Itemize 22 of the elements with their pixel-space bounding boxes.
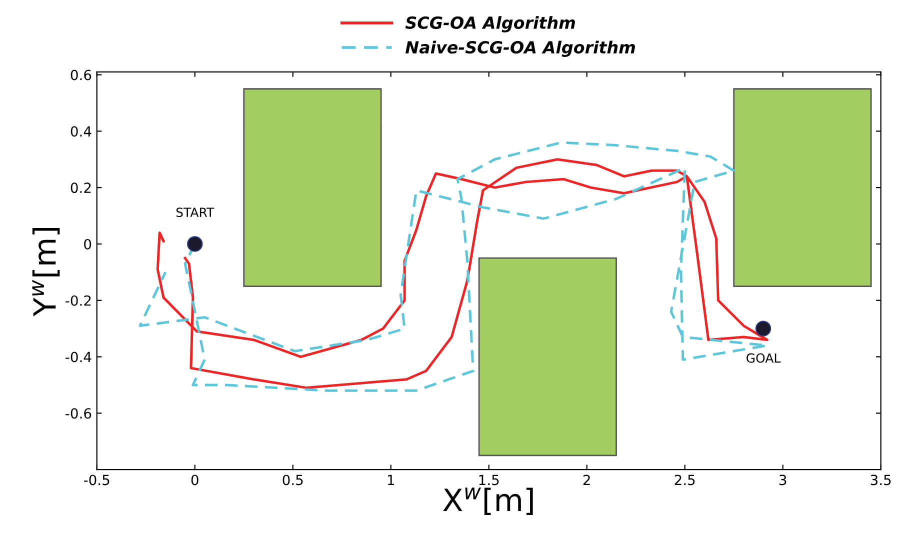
y-tick-label: 0.4 (70, 126, 92, 137)
x-tick-label: 3 (779, 474, 786, 486)
x-tick-label: 0.5 (282, 474, 303, 486)
x-axis-title: X$^{w}$[m] (443, 488, 533, 516)
y-tick-label: -0.6 (66, 408, 92, 419)
x-tick-label: 0 (191, 474, 198, 486)
x-tick-label: -0.5 (84, 474, 110, 486)
x-tick-label: 2.5 (674, 474, 695, 486)
y-tick-label: -0.2 (66, 295, 91, 306)
x-tick-label: 1.5 (479, 474, 499, 486)
annotation: GOAL (746, 353, 781, 363)
legend-label: Naive-SCG-OA Algorithm (405, 40, 635, 57)
y-axis-title: Y$^{w}$[m] (32, 228, 60, 316)
y-tick-label: 0 (84, 238, 92, 250)
x-tick-label: 2 (583, 474, 590, 485)
y-tick-label: 0.2 (70, 182, 91, 194)
legend-label: SCG-OA Algorithm (405, 16, 575, 32)
annotation: START (176, 208, 214, 218)
x-tick-label: 3.5 (870, 474, 891, 486)
y-tick-label: -0.4 (66, 352, 92, 362)
y-tick-label: 0.6 (70, 70, 92, 80)
x-tick-label: 1 (388, 474, 394, 485)
